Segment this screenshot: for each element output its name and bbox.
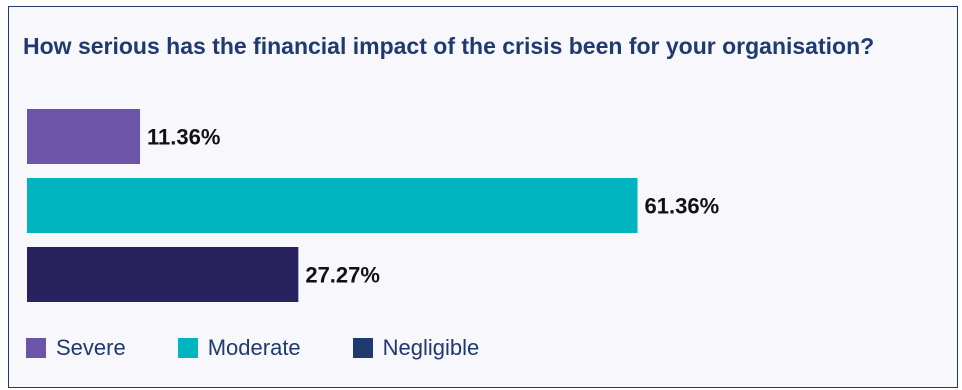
legend-swatch-negligible — [352, 338, 373, 358]
data-label-severe: 11.36% — [147, 125, 220, 150]
legend-label-negligible: Negligible — [382, 335, 480, 360]
chart-frame: How serious has the financial impact of … — [8, 6, 958, 388]
legend-item-negligible: Negligible — [352, 335, 480, 361]
data-label-negligible: 27.27% — [305, 263, 380, 288]
chart-title: How serious has the financial impact of … — [23, 33, 875, 59]
bar-severe — [27, 109, 141, 164]
bar-negligible — [27, 247, 299, 302]
legend-item-moderate: Moderate — [177, 335, 301, 361]
legend-swatch-moderate — [177, 338, 198, 358]
data-label-moderate: 61.36% — [645, 194, 720, 219]
bar-chart-plot: 11.36% 61.36% 27.27% — [27, 109, 720, 302]
legend-label-moderate: Moderate — [207, 335, 301, 360]
bar-moderate — [27, 178, 638, 233]
legend-swatch-severe — [26, 338, 46, 358]
legend-label-severe: Severe — [56, 335, 126, 360]
legend: Severe Moderate Negligible — [26, 335, 531, 361]
legend-item-severe: Severe — [26, 335, 126, 361]
